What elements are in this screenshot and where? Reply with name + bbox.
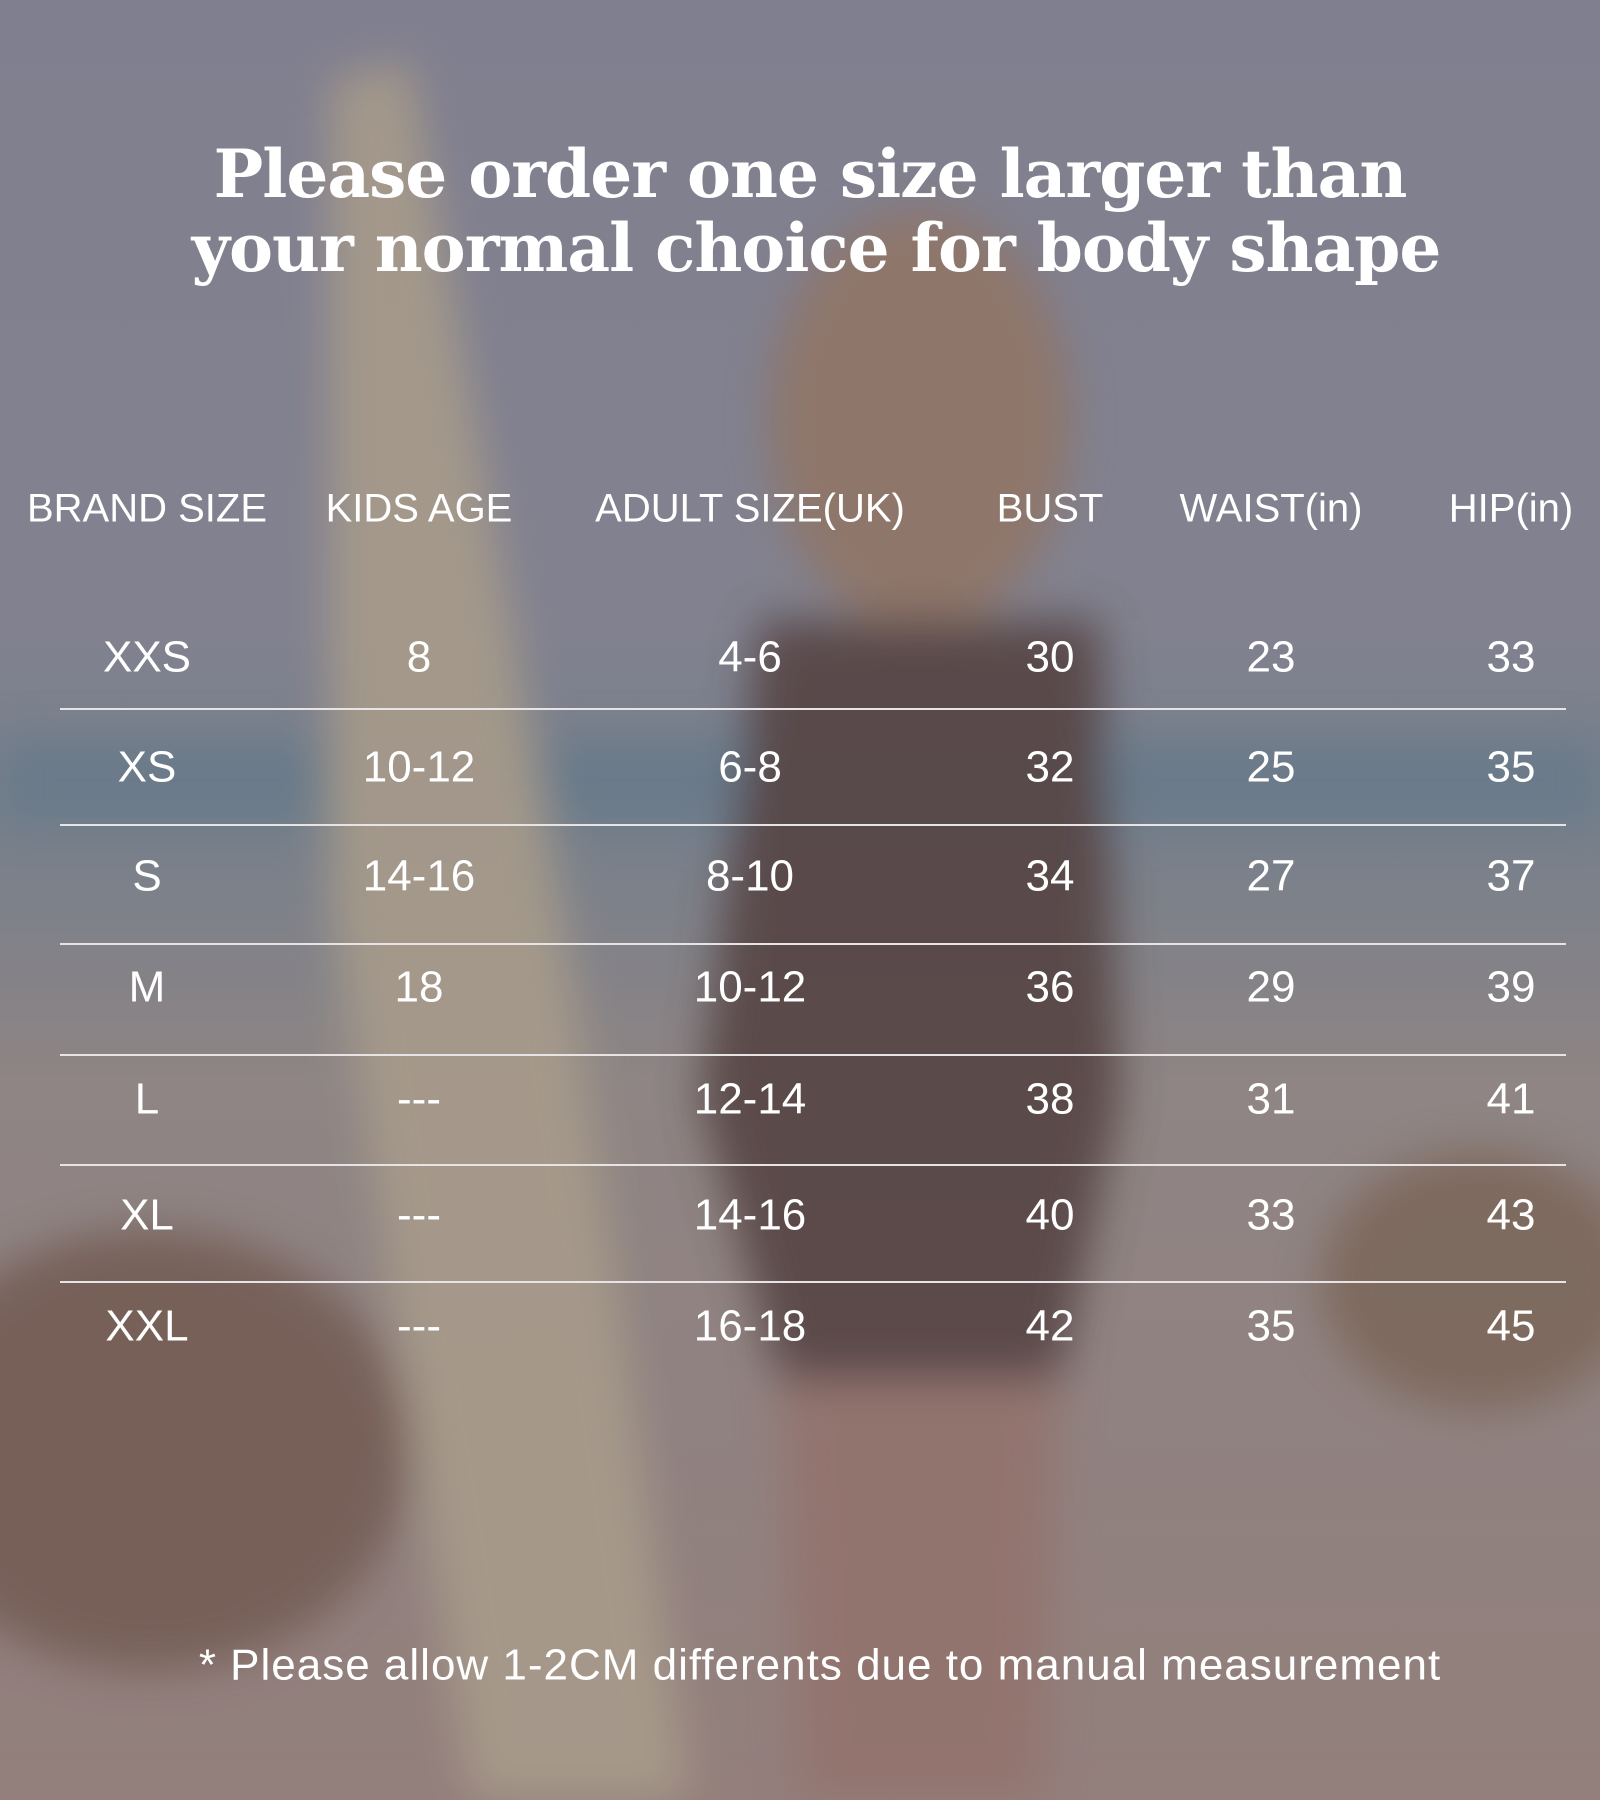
column-header: HIP(in) — [1449, 487, 1573, 531]
table-cell: 40 — [1026, 1191, 1075, 1240]
table-cell: XXL — [105, 1302, 188, 1351]
table-cell: --- — [397, 1302, 441, 1351]
table-cell: 33 — [1247, 1191, 1296, 1240]
column-header: BUST — [997, 487, 1104, 531]
table-cell: 35 — [1487, 743, 1536, 792]
table-cell: 6-8 — [718, 743, 782, 792]
table-cell: L — [135, 1075, 159, 1124]
table-cell: 29 — [1247, 963, 1296, 1012]
table-cell: 39 — [1487, 963, 1536, 1012]
column-header: KIDS AGE — [326, 487, 513, 531]
table-cell: 34 — [1026, 852, 1075, 901]
table-cell: 42 — [1026, 1302, 1075, 1351]
title-line: your normal choice for body shape — [191, 209, 1441, 287]
table-cell: 45 — [1487, 1302, 1536, 1351]
table-cell: 38 — [1026, 1075, 1075, 1124]
table-cell: M — [129, 963, 166, 1012]
table-cell: --- — [397, 1191, 441, 1240]
table-cell: 36 — [1026, 963, 1075, 1012]
table-cell: 32 — [1026, 743, 1075, 792]
table-cell: 25 — [1247, 743, 1296, 792]
table-cell: 23 — [1247, 633, 1296, 682]
column-header: WAIST(in) — [1180, 487, 1363, 531]
table-cell: 10-12 — [694, 963, 807, 1012]
table-cell: 43 — [1487, 1191, 1536, 1240]
table-cell: 35 — [1247, 1302, 1296, 1351]
footnote: * Please allow 1-2CM differents due to m… — [199, 1641, 1441, 1690]
table-cell: 8-10 — [706, 852, 794, 901]
table-cell: 4-6 — [718, 633, 782, 682]
table-cell: 14-16 — [363, 852, 476, 901]
table-cell: 30 — [1026, 633, 1075, 682]
table-cell: XS — [118, 743, 177, 792]
column-header: ADULT SIZE(UK) — [595, 487, 905, 531]
table-cell: 33 — [1487, 633, 1536, 682]
table-cell: 41 — [1487, 1075, 1536, 1124]
table-cell: XL — [120, 1191, 174, 1240]
table-cell: 16-18 — [694, 1302, 807, 1351]
table-cell: --- — [397, 1075, 441, 1124]
table-cell: 18 — [395, 963, 444, 1012]
table-cell: 31 — [1247, 1075, 1296, 1124]
table-cell: 27 — [1247, 852, 1296, 901]
table-cell: XXS — [103, 633, 191, 682]
table-cell: 8 — [407, 633, 431, 682]
table-cell: 10-12 — [363, 743, 476, 792]
size-table: BRAND SIZE KIDS AGE ADULT SIZE(UK) BUST WAIS… — [27, 487, 1573, 1351]
column-header: BRAND SIZE — [27, 487, 267, 531]
table-cell: 14-16 — [694, 1191, 807, 1240]
table-cell: 37 — [1487, 852, 1536, 901]
table-cell: S — [132, 852, 161, 901]
table-cell: 12-14 — [694, 1075, 807, 1124]
title-line: Please order one size larger than — [214, 135, 1407, 213]
